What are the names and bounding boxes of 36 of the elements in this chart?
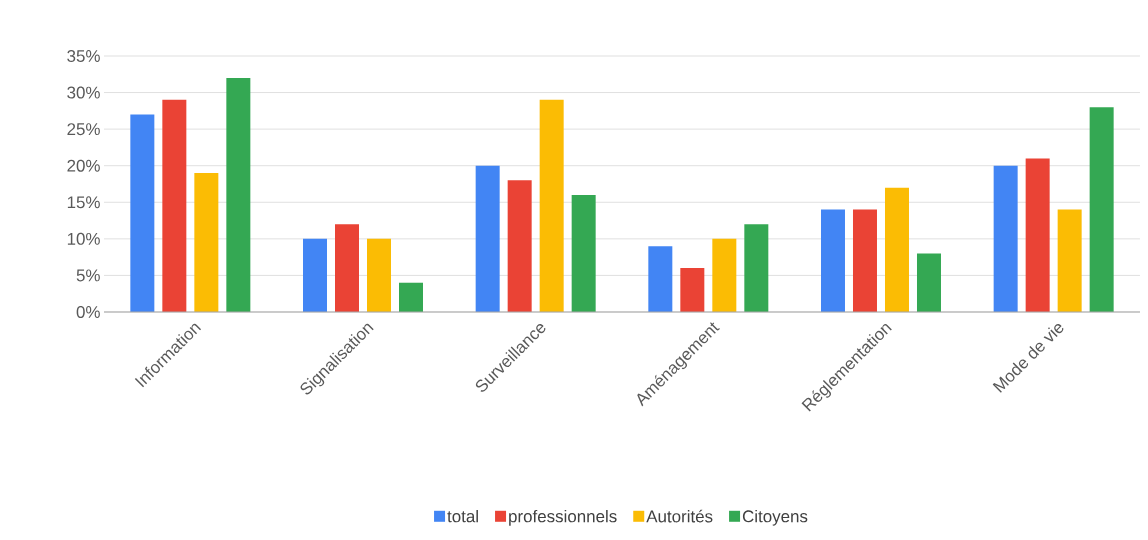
bar xyxy=(1089,107,1114,312)
y-tick-label: 10% xyxy=(67,232,100,245)
bar xyxy=(507,180,532,312)
bar xyxy=(367,238,391,312)
bar xyxy=(744,224,769,312)
legend-label: professionnels xyxy=(509,509,617,526)
y-tick-label: 30% xyxy=(67,86,100,99)
bar xyxy=(1057,209,1082,312)
y-tick-label: 20% xyxy=(67,159,100,172)
bar xyxy=(852,209,877,312)
bar xyxy=(130,114,155,312)
bar xyxy=(194,173,219,312)
bar xyxy=(916,253,941,312)
y-tick-label: 15% xyxy=(67,196,100,209)
y-tick-label: 5% xyxy=(76,269,100,282)
bar xyxy=(884,187,909,312)
legend-label: Citoyens xyxy=(742,509,808,526)
bar xyxy=(571,194,596,312)
legend-label: total xyxy=(447,509,478,523)
y-tick-label: 0% xyxy=(76,305,100,318)
bar xyxy=(680,268,705,312)
bar xyxy=(162,99,187,312)
bar xyxy=(539,99,564,312)
y-tick-label: 35% xyxy=(67,49,100,62)
bar xyxy=(399,282,423,312)
bar xyxy=(475,165,500,312)
y-tick-label: 25% xyxy=(67,123,100,136)
bar xyxy=(335,224,359,312)
bar xyxy=(993,165,1018,312)
bar xyxy=(1025,158,1050,312)
bar xyxy=(820,209,845,312)
legend-label: Autorités xyxy=(646,509,713,523)
bar xyxy=(712,238,737,312)
bar xyxy=(303,238,327,312)
bar xyxy=(226,77,251,312)
bar xyxy=(648,246,673,312)
